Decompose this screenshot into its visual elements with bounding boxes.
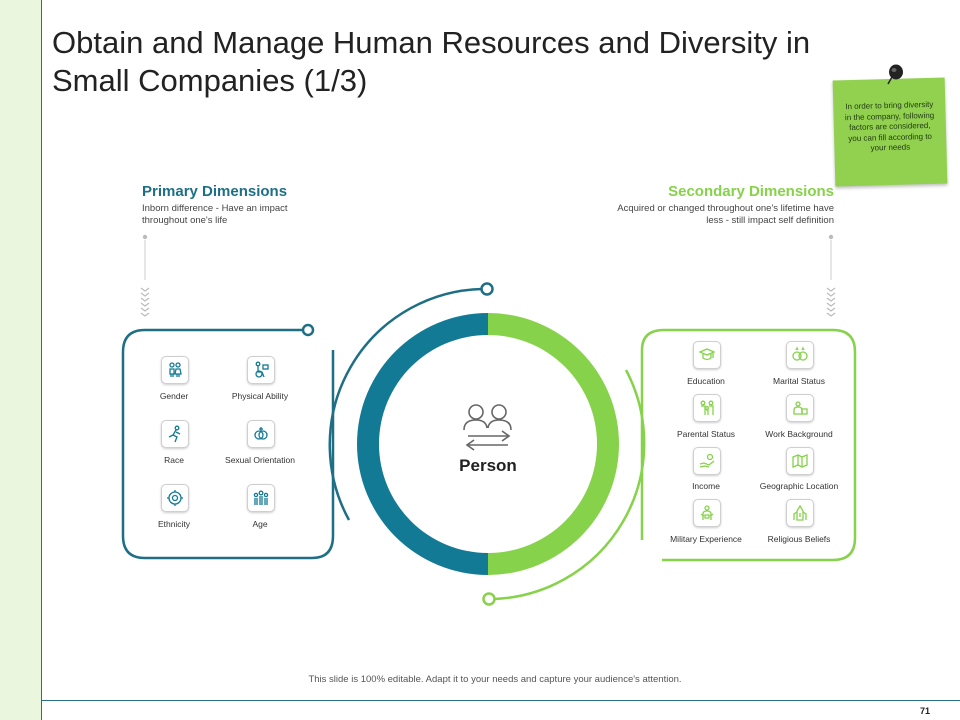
secondary-item-label: Work Background <box>765 429 833 439</box>
geographic-location-icon <box>786 447 814 475</box>
left-accent-band <box>0 0 41 720</box>
primary-item-label: Race <box>164 455 184 465</box>
parental-status-icon <box>693 394 721 422</box>
secondary-item-label: Income <box>692 481 720 491</box>
page-number: 71 <box>920 706 931 716</box>
education-icon <box>693 341 721 369</box>
marital-status-icon <box>786 341 814 369</box>
secondary-item-label: Education <box>687 376 725 386</box>
physical-ability-icon <box>247 356 275 384</box>
left-divider-line <box>41 0 42 720</box>
secondary-item-label: Parental Status <box>676 429 736 439</box>
secondary-item-label: Geographic Location <box>759 481 839 491</box>
primary-frame <box>121 328 335 560</box>
secondary-connector <box>826 234 836 317</box>
primary-dimensions-description: Inborn difference - Have an impact throu… <box>142 203 288 226</box>
primary-item-label: Physical Ability <box>231 391 289 401</box>
secondary-item-label: Military Experience <box>670 534 742 544</box>
bottom-divider-line <box>41 700 960 701</box>
pushpin-icon <box>887 64 903 85</box>
secondary-dimensions-description: Acquired or changed throughout one's lif… <box>617 203 834 226</box>
age-icon <box>247 484 275 512</box>
work-background-icon <box>786 394 814 422</box>
secondary-item-label: Marital Status <box>773 376 825 386</box>
ring-left-half <box>357 313 488 575</box>
slide-title: Obtain and Manage Human Resources and Di… <box>52 25 811 98</box>
primary-connector <box>140 234 150 317</box>
person-exchange-icon <box>463 404 512 451</box>
primary-item-label: Sexual Orientation <box>225 455 295 465</box>
primary-dimensions-title: Primary Dimensions <box>142 183 288 200</box>
sexual-orientation-icon <box>247 420 275 448</box>
gender-icon <box>161 356 189 384</box>
secondary-dimensions-title: Secondary Dimensions <box>668 183 834 200</box>
income-icon <box>693 447 721 475</box>
military-experience-icon <box>693 499 721 527</box>
outer-arc-teal <box>328 287 483 521</box>
footer-text: This slide is 100% editable. Adapt it to… <box>308 674 682 685</box>
ring-right-half <box>488 313 619 575</box>
race-icon <box>161 420 189 448</box>
outer-arc-green <box>493 369 646 601</box>
secondary-item-label: Religious Beliefs <box>767 534 831 544</box>
ethnicity-icon <box>161 484 189 512</box>
primary-item-label: Gender <box>159 391 189 401</box>
religious-beliefs-icon <box>786 499 814 527</box>
primary-item-label: Age <box>252 519 268 529</box>
primary-item-label: Ethnicity <box>157 519 191 529</box>
secondary-frame <box>640 328 857 562</box>
center-person-label: Person <box>459 456 517 475</box>
